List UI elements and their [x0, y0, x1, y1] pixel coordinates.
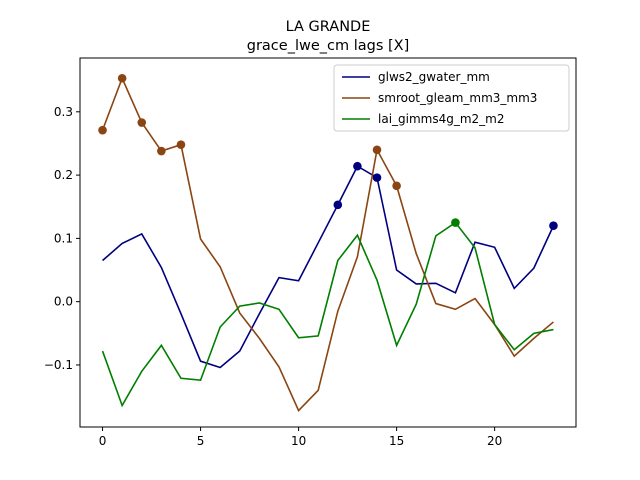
highlight-point: [372, 173, 382, 182]
legend-label: glws2_gwater_mm: [378, 70, 490, 84]
x-tick-label: 10: [291, 434, 306, 448]
x-tick-label: 20: [487, 434, 502, 448]
series-3: [101, 218, 554, 408]
legend-label: lai_gimms4g_m2_m2: [378, 112, 505, 126]
x-axis: 0 5 10 15 20: [99, 427, 502, 448]
highlight-point: [392, 181, 401, 191]
highlight-point: [372, 145, 382, 155]
series-2: [98, 73, 554, 412]
y-tick-label: 0.2: [54, 168, 73, 182]
highlight-point: [549, 221, 558, 231]
plot-frame: [79, 57, 577, 428]
highlight-point: [333, 200, 343, 210]
y-tick-label: 0.1: [54, 231, 73, 245]
series-1: [102, 161, 558, 369]
x-tick-label: 15: [389, 434, 404, 448]
legend-box: [333, 64, 570, 132]
highlight-point: [117, 73, 127, 83]
highlight-point: [137, 118, 147, 127]
highlight-point: [98, 125, 107, 135]
highlight-point: [157, 146, 166, 156]
y-tick-label: −0.1: [44, 358, 73, 372]
chart-title: LA GRANDE: [286, 19, 371, 35]
x-tick-label: 0: [99, 434, 107, 448]
series-layer: [98, 73, 558, 412]
y-tick-label: 0.0: [54, 295, 73, 309]
series-line: [101, 221, 554, 408]
series-line: [102, 165, 555, 369]
legend-label: smroot_gleam_mm3_mm3: [378, 91, 537, 105]
chart-subtitle: grace_lwe_cm lags [X]: [247, 38, 410, 54]
x-tick-label: 5: [197, 434, 205, 448]
highlight-point: [451, 218, 460, 227]
y-tick-label: 0.3: [54, 105, 73, 119]
highlight-point: [176, 140, 186, 150]
plot-area: [79, 57, 577, 428]
highlight-point: [353, 161, 362, 171]
legend: glws2_gwater_mm smroot_gleam_mm3_mm3 lai_g…: [333, 64, 570, 132]
y-axis: −0.1 0.0 0.1 0.2 0.3: [44, 105, 80, 372]
